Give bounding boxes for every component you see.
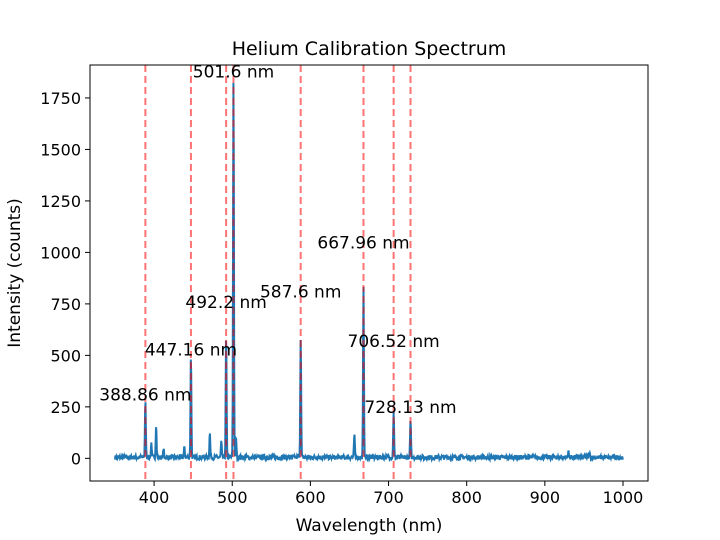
y-tick-label: 750 <box>50 295 81 314</box>
x-tick-label: 600 <box>295 488 326 507</box>
peak-label: 388.86 nm <box>99 386 191 406</box>
x-tick-label: 800 <box>451 488 482 507</box>
peak-label: 492.2 nm <box>185 293 266 313</box>
x-tick-label: 900 <box>530 488 561 507</box>
peak-label: 587.6 nm <box>260 283 341 303</box>
y-tick-label: 1000 <box>40 243 81 262</box>
x-axis-label: Wavelength (nm) <box>296 516 443 536</box>
chart-title: Helium Calibration Spectrum <box>232 38 507 60</box>
y-tick-label: 1500 <box>40 140 81 159</box>
y-tick-label: 1750 <box>40 89 81 108</box>
y-axis-label: Intensity (counts) <box>5 198 25 347</box>
axes-frame <box>89 64 649 482</box>
plot-area: 388.86 nm 447.16 nm 492.2 nm 501.6 nm 587.6 … <box>99 62 624 481</box>
peak-label: 667.96 nm <box>317 233 409 253</box>
peak-label: 447.16 nm <box>145 340 237 360</box>
y-tick-label: 250 <box>50 398 81 417</box>
y-tick-label: 500 <box>50 346 81 365</box>
peak-label: 728.13 nm <box>364 398 456 418</box>
y-tick-label: 1250 <box>40 192 81 211</box>
y-tick-label: 0 <box>71 449 81 468</box>
peak-label: 706.52 nm <box>348 332 440 352</box>
spectrum-line <box>114 82 624 464</box>
x-tick-label: 700 <box>373 488 404 507</box>
x-tick-label: 400 <box>139 488 170 507</box>
peak-label: 501.6 nm <box>193 62 274 82</box>
x-tick-label: 500 <box>217 488 248 507</box>
x-tick-label: 1000 <box>603 488 644 507</box>
